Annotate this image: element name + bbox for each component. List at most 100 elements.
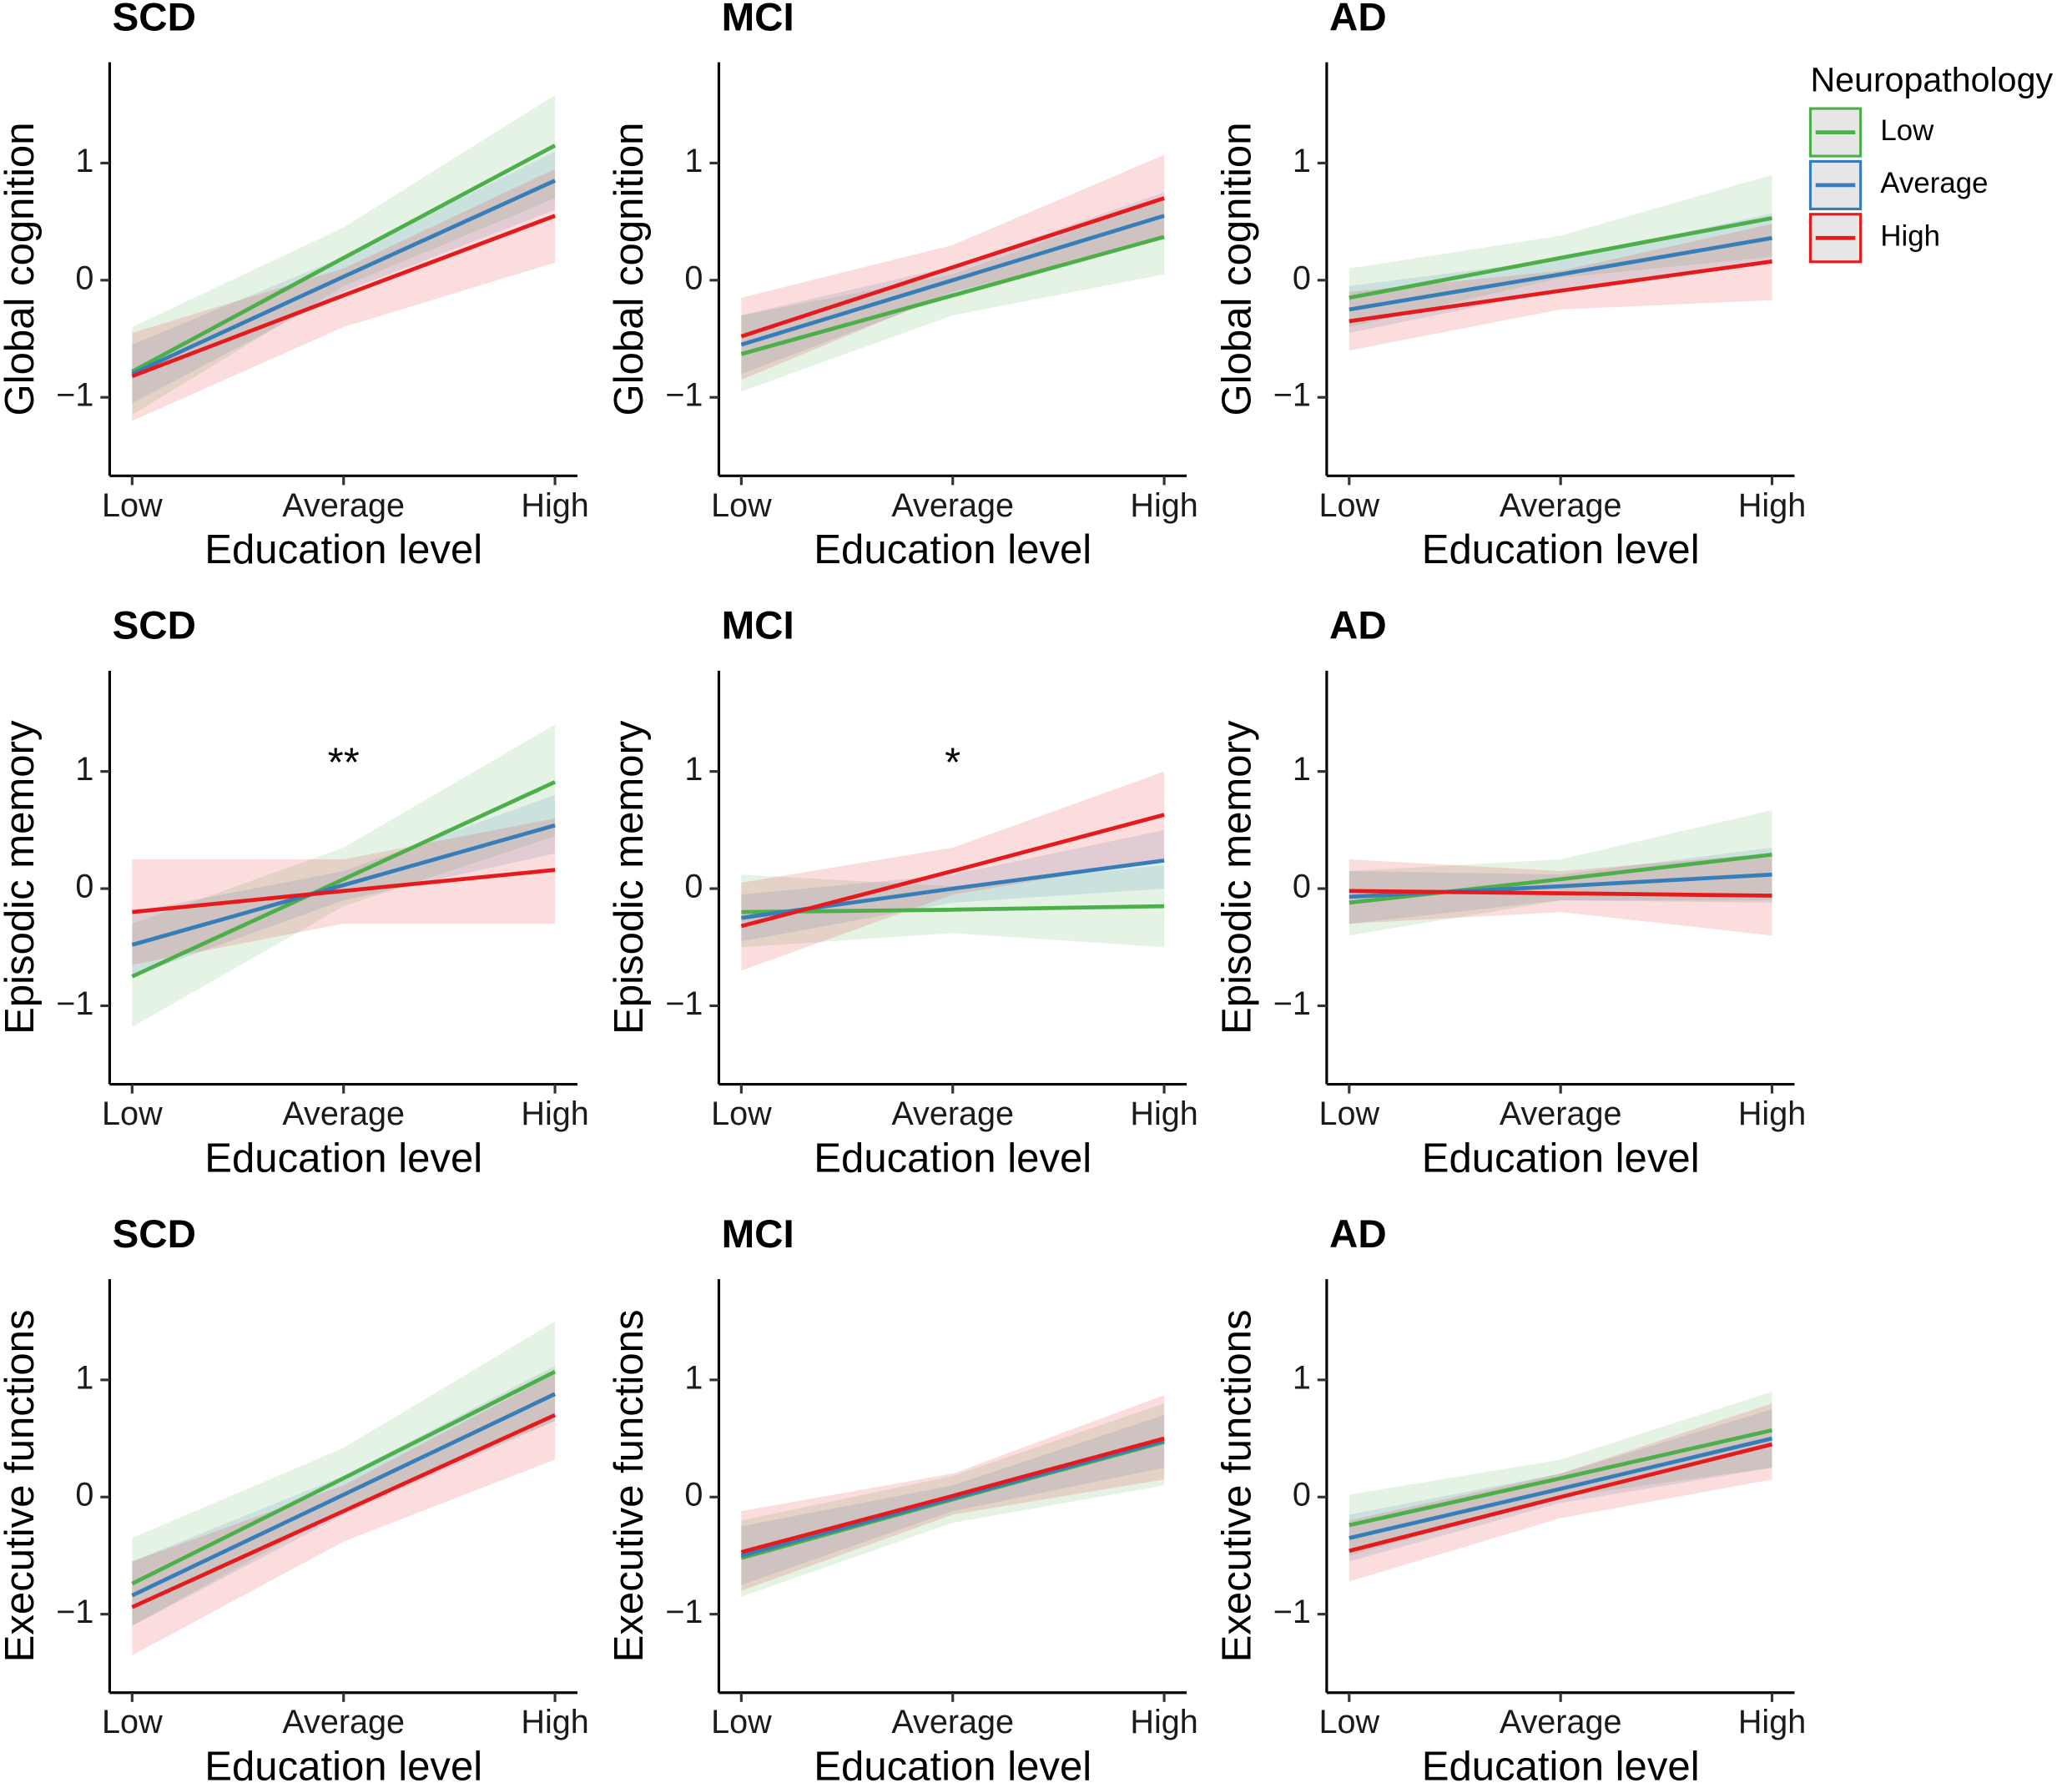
y-tick-label: 1 xyxy=(1293,751,1311,788)
y-tick-label: −1 xyxy=(665,377,703,414)
x-axis-title: Education level xyxy=(204,1745,482,1788)
y-tick-label: 0 xyxy=(684,1477,703,1514)
y-axis-title: Executive functions xyxy=(1214,1310,1259,1663)
panel-title: AD xyxy=(1329,1212,1387,1257)
x-tick-label: Average xyxy=(282,1704,405,1740)
line xyxy=(740,1438,1165,1558)
y-axis-title: Executive functions xyxy=(607,1310,652,1663)
y-tick-label: 1 xyxy=(1293,143,1311,179)
line xyxy=(740,214,1165,347)
confidence-band xyxy=(741,829,1165,942)
panel-title: SCD xyxy=(113,0,196,40)
panel-title: AD xyxy=(1329,604,1387,648)
confidence-band xyxy=(741,192,1165,375)
line xyxy=(131,1392,557,1598)
x-tick-label: High xyxy=(1738,1095,1806,1132)
annotation: * xyxy=(945,741,960,786)
line xyxy=(1349,889,1772,898)
line xyxy=(1349,1436,1773,1540)
x-tick-label: Low xyxy=(1318,487,1379,524)
confidence-band xyxy=(741,1395,1165,1591)
x-tick-label: Low xyxy=(1318,1704,1379,1740)
x-axis-title: Education level xyxy=(1422,1745,1700,1788)
line xyxy=(131,179,557,376)
y-tick-label: −1 xyxy=(665,1594,703,1630)
y-tick-label: 0 xyxy=(75,868,93,904)
line xyxy=(131,1413,557,1609)
line xyxy=(1349,216,1772,300)
y-axis-title: Executive functions xyxy=(0,1310,43,1663)
x-axis-title: Education level xyxy=(204,527,482,572)
y-tick-label: 0 xyxy=(684,868,703,904)
x-tick-label: Average xyxy=(891,1704,1014,1740)
y-tick-label: 0 xyxy=(75,1477,93,1514)
x-tick-label: Average xyxy=(1500,1704,1622,1740)
x-tick-label: Average xyxy=(891,1095,1014,1132)
x-axis-title: Education level xyxy=(814,527,1091,572)
x-tick-label: Average xyxy=(1500,1095,1622,1132)
line xyxy=(131,1369,557,1586)
y-tick-label: −1 xyxy=(1273,985,1311,1022)
y-tick-label: −1 xyxy=(56,985,93,1022)
x-tick-label: High xyxy=(1738,1704,1806,1740)
y-tick-label: 0 xyxy=(684,259,703,296)
x-axis-title: Education level xyxy=(814,1136,1091,1181)
y-tick-label: 1 xyxy=(1293,1359,1311,1396)
y-tick-label: −1 xyxy=(56,377,93,414)
x-tick-label: Average xyxy=(282,487,405,524)
y-tick-label: 0 xyxy=(1293,259,1311,296)
y-tick-label: 1 xyxy=(75,751,93,788)
y-axis-title: Global cognition xyxy=(607,122,652,416)
x-tick-label: Low xyxy=(711,1704,772,1740)
panel-title: SCD xyxy=(113,604,196,648)
x-tick-label: High xyxy=(521,487,588,524)
legend-label: High xyxy=(1880,219,1940,252)
line xyxy=(1349,235,1772,312)
y-tick-label: 1 xyxy=(75,143,93,179)
y-tick-label: −1 xyxy=(56,1594,93,1630)
line xyxy=(131,214,556,379)
line xyxy=(741,904,1165,914)
x-tick-label: High xyxy=(1738,487,1806,524)
confidence-band xyxy=(1349,809,1772,936)
y-tick-label: −1 xyxy=(1273,377,1311,414)
x-tick-label: Low xyxy=(1318,1095,1379,1132)
y-axis-title: Global cognition xyxy=(1214,122,1259,416)
line xyxy=(131,823,556,947)
x-tick-label: Low xyxy=(102,1704,163,1740)
x-tick-label: Average xyxy=(891,487,1014,524)
x-tick-label: Low xyxy=(102,1095,163,1132)
y-tick-label: −1 xyxy=(1273,1594,1311,1630)
y-axis-title: Episodic memory xyxy=(1214,720,1259,1035)
panel-title: AD xyxy=(1329,0,1387,40)
line xyxy=(740,813,1165,929)
confidence-band xyxy=(1349,1403,1772,1582)
panel-title: MCI xyxy=(722,604,794,648)
x-tick-label: High xyxy=(521,1704,588,1740)
confidence-band xyxy=(1349,174,1772,327)
y-tick-label: 1 xyxy=(684,143,703,179)
y-tick-label: 0 xyxy=(1293,868,1311,904)
legend-label: Average xyxy=(1880,167,1988,199)
line xyxy=(740,234,1165,356)
line xyxy=(131,144,557,374)
y-tick-label: 1 xyxy=(684,1359,703,1396)
x-tick-label: Low xyxy=(711,487,772,524)
x-tick-label: Average xyxy=(282,1095,405,1132)
y-axis-title: Global cognition xyxy=(0,122,43,416)
line xyxy=(131,780,557,979)
x-tick-label: High xyxy=(521,1095,588,1132)
y-tick-label: 0 xyxy=(1293,1477,1311,1514)
x-axis-title: Education level xyxy=(1422,1136,1700,1181)
line xyxy=(1349,1442,1773,1554)
x-axis-title: Education level xyxy=(1422,527,1700,572)
x-axis-title: Education level xyxy=(204,1136,482,1181)
x-tick-label: High xyxy=(1130,1095,1197,1132)
legend-title: Neuropathology xyxy=(1810,60,2053,98)
y-tick-label: 0 xyxy=(75,259,93,296)
confidence-band xyxy=(132,1321,556,1626)
y-tick-label: −1 xyxy=(665,985,703,1022)
x-axis-title: Education level xyxy=(814,1745,1091,1788)
annotation: ** xyxy=(328,741,360,786)
